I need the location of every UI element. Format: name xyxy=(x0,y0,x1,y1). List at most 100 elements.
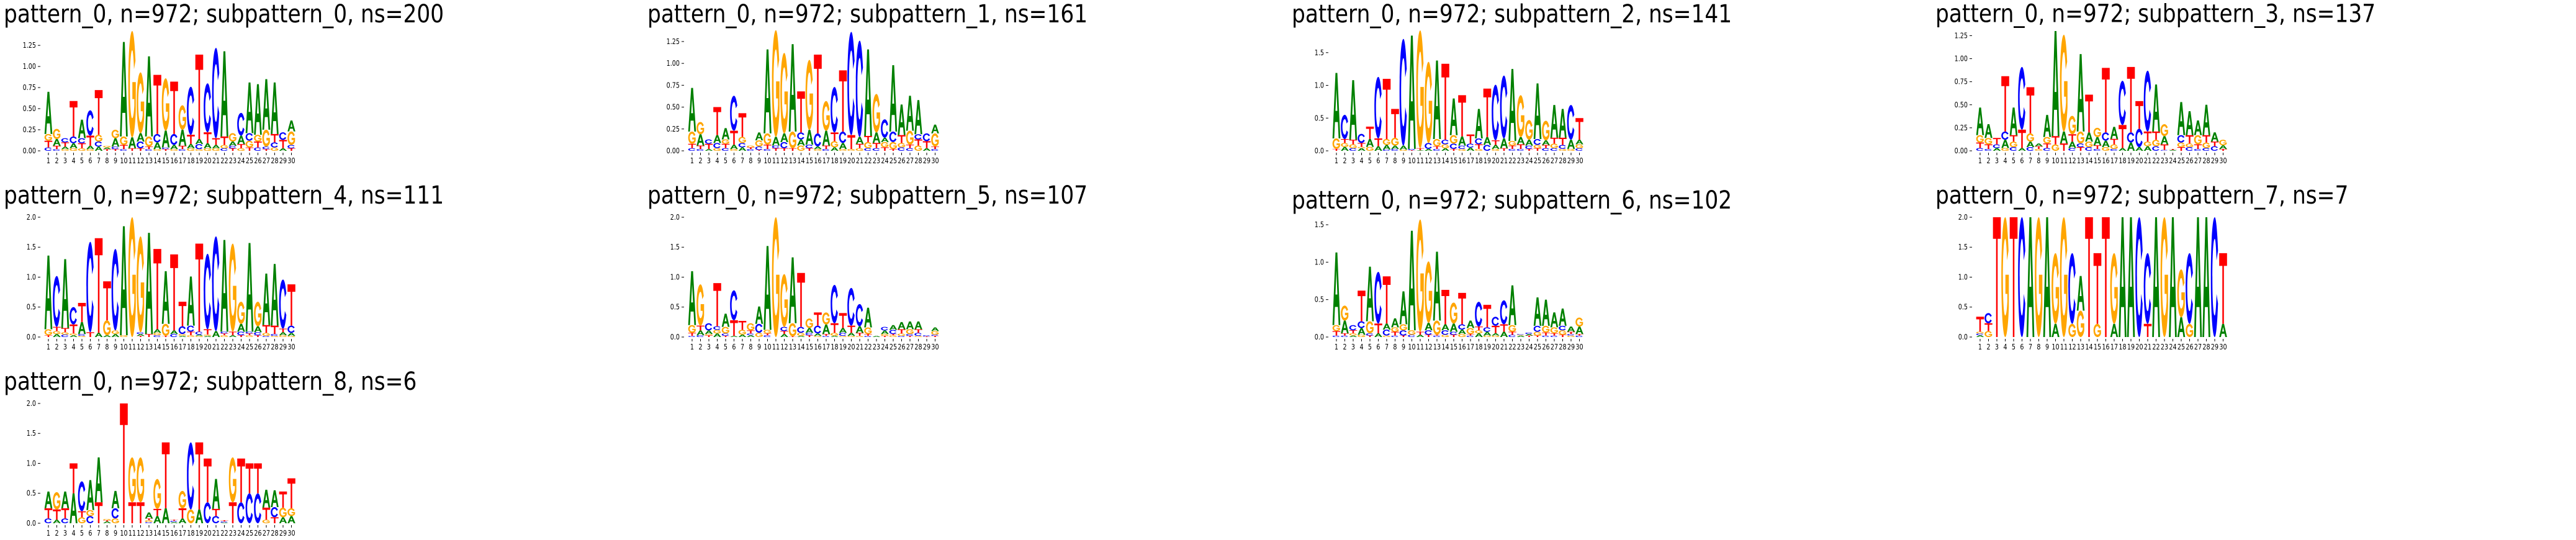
x-tick-label: 8 xyxy=(105,156,109,165)
logo-letter-T xyxy=(721,143,730,148)
logo-letter-A xyxy=(1516,335,1525,337)
logo-letter-T xyxy=(822,145,831,150)
logo-letter-A xyxy=(1483,331,1492,336)
logo-panel-5: pattern_0, n=972; subpattern_5, ns=107 0.… xyxy=(644,180,1287,360)
logo-letter-G xyxy=(855,336,863,337)
logo-letter-A xyxy=(788,44,797,132)
y-tick-label: 0.75 xyxy=(23,83,36,92)
logo-letter-C xyxy=(914,333,922,336)
logo-letter-A xyxy=(1492,333,1500,336)
logo-letter-T xyxy=(1550,333,1559,336)
logo-letter-G xyxy=(1508,325,1516,332)
x-tick-label: 25 xyxy=(1534,156,1541,165)
logo-letter-A xyxy=(1374,333,1382,337)
logo-letter-C xyxy=(1341,114,1348,140)
logo-letter-C xyxy=(2043,148,2051,151)
x-tick-label: 13 xyxy=(1433,156,1441,165)
y-tick-label: 1.0 xyxy=(1958,272,1968,281)
logo-title: pattern_0, n=972; subpattern_1, ns=161 xyxy=(647,0,1088,29)
logo-letter-C xyxy=(1391,148,1398,151)
x-tick-label: 30 xyxy=(931,343,939,351)
logo-letter-A xyxy=(1533,83,1542,140)
logo-letter-C xyxy=(1366,333,1374,336)
logo-letter-T xyxy=(153,74,161,134)
logo-letter-G xyxy=(1366,146,1374,151)
logo-letter-T xyxy=(2135,101,2143,129)
logo-letter-T xyxy=(831,132,839,142)
logo-letter-A xyxy=(2076,276,2085,311)
x-tick-label: 28 xyxy=(271,343,278,351)
logo-letter-A xyxy=(2202,104,2210,135)
y-tick-label: 0.25 xyxy=(1955,124,1968,132)
logo-letter-C xyxy=(1575,148,1583,151)
x-tick-label: 17 xyxy=(179,529,186,538)
logo-letter-A xyxy=(898,104,906,135)
logo-panel-1: pattern_0, n=972; subpattern_1, ns=161 0.… xyxy=(644,0,1287,180)
x-tick-label: 12 xyxy=(2068,343,2076,351)
logo-letter-T xyxy=(1382,276,1391,324)
logo-letter-G xyxy=(237,302,245,324)
logo-letter-C xyxy=(2194,149,2202,151)
logo-letter-A xyxy=(805,328,814,333)
logo-letter-T xyxy=(137,336,145,337)
logo-letter-T xyxy=(805,148,814,151)
x-tick-label: 15 xyxy=(162,156,169,165)
logo-letter-A xyxy=(1492,145,1500,149)
logo-letter-A xyxy=(111,138,120,147)
logo-letter-G xyxy=(111,518,119,523)
logo-letter-C xyxy=(713,143,721,148)
logo-letter-C xyxy=(145,149,153,151)
x-tick-label: 6 xyxy=(2020,343,2024,351)
logo-letter-T xyxy=(1500,324,1508,332)
logo-letter-T xyxy=(2018,129,2026,148)
logo-letter-G xyxy=(170,149,178,151)
x-tick-label: 23 xyxy=(2161,343,2168,351)
logo-letter-T xyxy=(279,328,287,333)
x-tick-label: 13 xyxy=(145,529,153,538)
logo-letter-A xyxy=(872,336,881,337)
logo-letter-G xyxy=(195,336,203,337)
logo-letter-G xyxy=(1358,146,1366,148)
logo-letter-G xyxy=(2093,323,2101,337)
logo-letter-G xyxy=(2001,217,2009,337)
logo-letter-G xyxy=(747,145,755,148)
x-tick-label: 16 xyxy=(1458,156,1466,165)
x-tick-label: 15 xyxy=(1450,156,1457,165)
sequence-logo: pattern_0, n=972; subpattern_0, ns=200 0.… xyxy=(4,0,444,165)
x-tick-label: 19 xyxy=(196,343,203,351)
logo-letter-G xyxy=(898,333,906,336)
x-tick-label: 11 xyxy=(128,156,136,165)
logo-letter-T xyxy=(2119,125,2127,148)
logo-letter-C xyxy=(212,516,220,523)
logo-letter-A xyxy=(2085,132,2093,142)
x-tick-label: 14 xyxy=(797,343,804,351)
logo-letter-C xyxy=(1500,300,1508,325)
logo-letter-C xyxy=(730,290,737,320)
logo-letter-A xyxy=(721,313,730,327)
x-tick-label: 16 xyxy=(170,156,178,165)
logo-letter-C xyxy=(1575,335,1583,337)
logo-letter-G xyxy=(763,133,772,145)
x-tick-label: 21 xyxy=(212,529,220,538)
logo-letter-C xyxy=(86,516,94,523)
logo-letter-C xyxy=(2085,147,2092,151)
logo-letter-T xyxy=(1984,323,1993,331)
logo-letter-C xyxy=(53,149,60,151)
logo-letter-A xyxy=(755,132,763,141)
logo-letter-G xyxy=(1567,335,1575,337)
logo-letter-C xyxy=(1433,148,1441,151)
logo-letter-T xyxy=(78,143,86,148)
sequence-logo: pattern_0, n=972; subpattern_1, ns=161 0.… xyxy=(647,0,1088,165)
logo-letter-T xyxy=(931,146,939,150)
x-tick-label: 15 xyxy=(162,529,169,538)
x-tick-label: 19 xyxy=(196,529,203,538)
logo-letter-C xyxy=(44,147,52,151)
x-tick-label: 15 xyxy=(162,343,169,351)
logo-letter-A xyxy=(103,521,111,523)
x-tick-label: 26 xyxy=(1542,343,1549,351)
logo-letter-C xyxy=(688,148,696,151)
x-tick-label: 10 xyxy=(763,156,771,165)
logo-letter-T xyxy=(881,147,889,151)
logo-letter-C xyxy=(254,493,261,523)
logo-letter-A xyxy=(1366,266,1374,322)
